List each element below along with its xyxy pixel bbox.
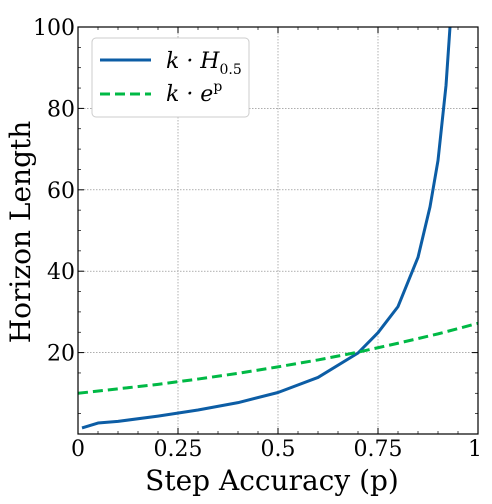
- x-tick-label: 1: [468, 437, 482, 462]
- legend-label-series-1: k · H0.5: [166, 49, 242, 78]
- x-tick-label: 0.75: [354, 437, 403, 462]
- y-tick-label: 100: [33, 16, 75, 41]
- legend-label-series-2: k · ep: [166, 79, 222, 107]
- y-tick-label: 80: [47, 97, 75, 122]
- y-tick-label: 40: [47, 260, 75, 285]
- x-axis-title: Step Accuracy (p): [145, 464, 399, 497]
- y-tick-labels: 20 40 60 80 100: [33, 16, 75, 367]
- legend: k · H0.5 k · ep: [91, 37, 250, 118]
- legend-box: [91, 37, 250, 118]
- series-line-1: [81, 27, 452, 430]
- y-tick-label: 20: [47, 342, 75, 367]
- plot-frame: [77, 26, 479, 435]
- data-series: [78, 27, 478, 430]
- legend-label-series-1-main: k · H: [166, 49, 220, 74]
- x-tick-labels: 0 0.25 0.5 0.75 1: [71, 437, 482, 462]
- legend-label-series-1-sub: 0.5: [220, 62, 242, 78]
- y-axis-title: Horizon Length: [4, 121, 37, 344]
- x-tick-label: 0.25: [154, 437, 203, 462]
- legend-label-series-2-sup: p: [213, 79, 222, 95]
- x-tick-label: 0: [71, 437, 85, 462]
- y-tick-label: 60: [47, 179, 75, 204]
- series-line-2: [78, 321, 478, 395]
- legend-label-series-2-main: k · e: [166, 82, 213, 107]
- x-tick-label: 0.5: [261, 437, 296, 462]
